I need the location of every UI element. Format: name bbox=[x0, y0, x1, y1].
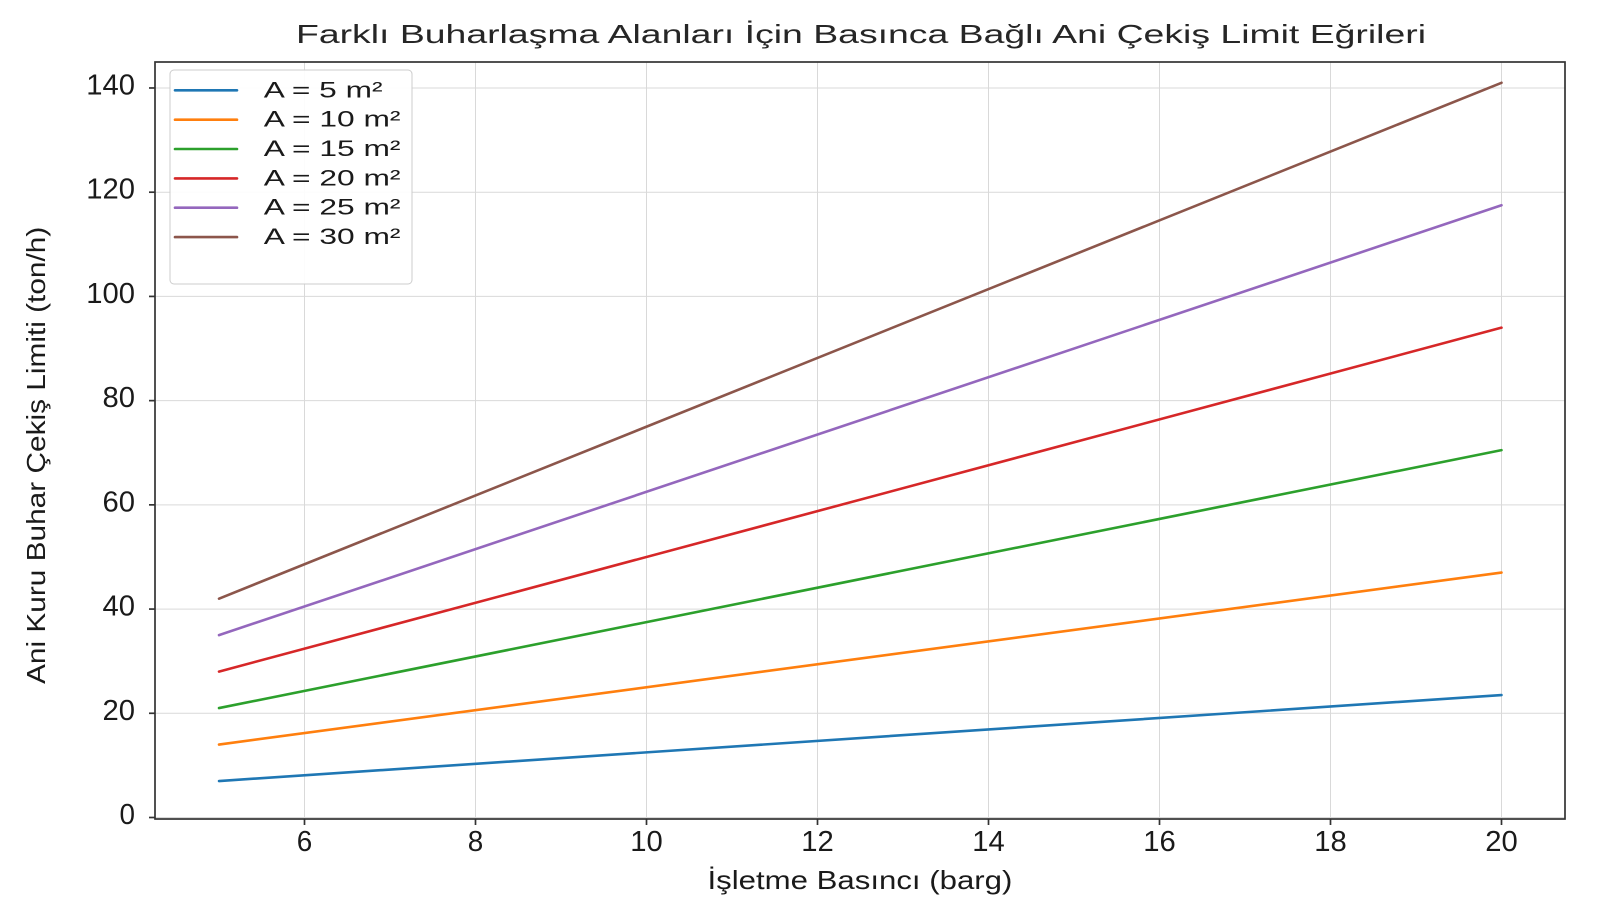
svg-text:A = 30 m²: A = 30 m² bbox=[264, 224, 401, 249]
svg-text:10: 10 bbox=[630, 826, 663, 858]
svg-text:16: 16 bbox=[1143, 826, 1176, 858]
svg-text:İşletme Basıncı (barg): İşletme Basıncı (barg) bbox=[708, 865, 1013, 895]
svg-text:14: 14 bbox=[972, 826, 1005, 858]
svg-text:Ani Kuru Buhar Çekiş Limiti (t: Ani Kuru Buhar Çekiş Limiti (ton/h) bbox=[21, 227, 51, 684]
svg-text:20: 20 bbox=[103, 695, 136, 727]
svg-text:80: 80 bbox=[103, 382, 136, 414]
svg-text:140: 140 bbox=[86, 69, 135, 101]
svg-text:Farklı Buharlaşma Alanları İçi: Farklı Buharlaşma Alanları İçin Basınca … bbox=[296, 19, 1426, 49]
svg-text:0: 0 bbox=[120, 799, 136, 831]
svg-text:20: 20 bbox=[1485, 826, 1518, 858]
svg-text:A = 10 m²: A = 10 m² bbox=[264, 107, 401, 132]
svg-text:A = 20 m²: A = 20 m² bbox=[264, 165, 401, 190]
svg-text:A = 25 m²: A = 25 m² bbox=[264, 195, 401, 220]
svg-text:18: 18 bbox=[1314, 826, 1347, 858]
svg-text:120: 120 bbox=[86, 174, 135, 206]
svg-text:12: 12 bbox=[801, 826, 834, 858]
svg-text:6: 6 bbox=[297, 826, 313, 858]
svg-text:40: 40 bbox=[103, 591, 136, 623]
svg-text:100: 100 bbox=[86, 278, 135, 310]
svg-text:A = 5 m²: A = 5 m² bbox=[264, 77, 383, 102]
svg-text:60: 60 bbox=[103, 486, 136, 518]
svg-text:8: 8 bbox=[468, 826, 484, 858]
svg-text:A = 15 m²: A = 15 m² bbox=[264, 136, 401, 161]
